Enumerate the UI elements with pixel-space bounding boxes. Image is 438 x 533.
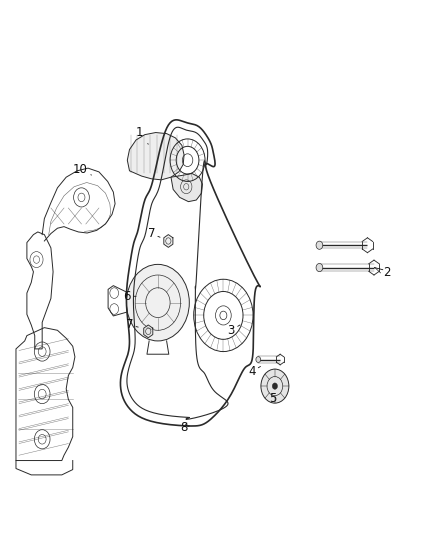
Text: 3: 3 xyxy=(227,324,240,337)
Text: 4: 4 xyxy=(248,365,261,378)
Polygon shape xyxy=(144,325,153,338)
Text: 10: 10 xyxy=(73,163,92,176)
Polygon shape xyxy=(171,173,202,201)
Text: 6: 6 xyxy=(124,290,136,303)
Circle shape xyxy=(316,241,323,249)
Polygon shape xyxy=(164,235,173,247)
Circle shape xyxy=(127,264,189,341)
Text: 8: 8 xyxy=(180,421,188,433)
Polygon shape xyxy=(127,133,184,180)
Text: 7: 7 xyxy=(148,227,160,240)
Text: 1: 1 xyxy=(136,126,148,144)
Text: 5: 5 xyxy=(269,392,277,406)
Circle shape xyxy=(272,383,278,389)
Circle shape xyxy=(256,357,261,362)
Circle shape xyxy=(316,263,323,272)
Text: 2: 2 xyxy=(383,266,390,279)
Circle shape xyxy=(261,369,289,403)
Text: 7: 7 xyxy=(126,319,138,332)
